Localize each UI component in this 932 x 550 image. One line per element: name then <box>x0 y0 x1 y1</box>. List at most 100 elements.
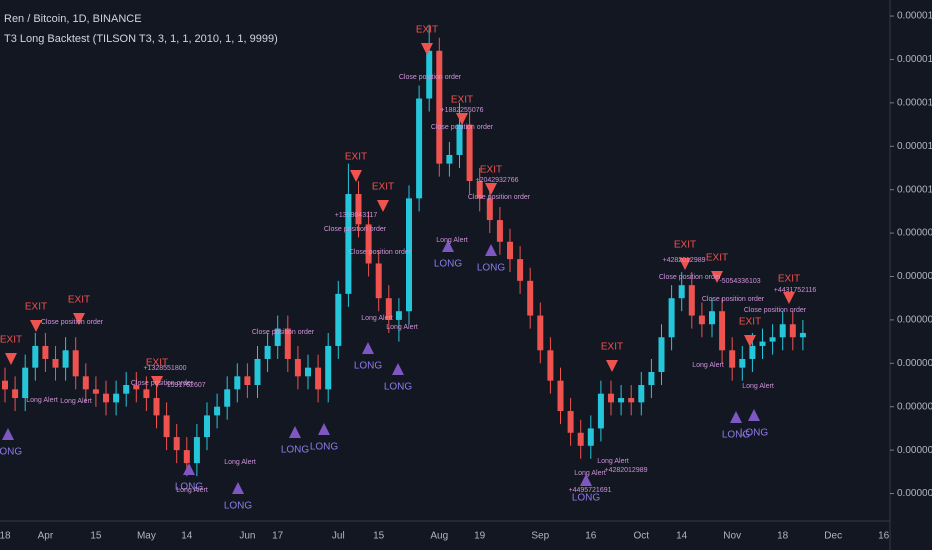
order-label: Close position order <box>41 319 104 326</box>
order-label: +1358043117 <box>335 212 378 219</box>
candle-body <box>688 285 695 316</box>
indicator-title: T3 Long Backtest (TILSON T3, 3, 1, 1, 20… <box>4 33 278 45</box>
x-tick-label: 18 <box>777 531 789 542</box>
candle-body <box>638 385 645 403</box>
order-label: +1882255076 <box>440 107 483 114</box>
x-tick-label: 17 <box>272 531 284 542</box>
long-label: LONG <box>224 501 253 512</box>
long-marker <box>318 423 330 435</box>
long-marker <box>730 411 742 423</box>
order-label: Close position order <box>431 124 494 131</box>
order-label: Long Alert <box>224 459 256 466</box>
x-tick-label: 16 <box>585 531 597 542</box>
y-tick-label: 0.00000300 <box>897 488 932 499</box>
order-label: Long Alert <box>26 397 58 404</box>
x-tick-label: 18 <box>0 531 11 542</box>
candle-body <box>577 432 584 446</box>
candle-body <box>32 345 39 368</box>
order-label: Long Alert <box>742 383 774 390</box>
candle-body <box>224 389 231 407</box>
candle-body <box>22 367 29 399</box>
x-tick-label: 19 <box>474 531 486 542</box>
candle-body <box>476 181 483 199</box>
long-marker <box>485 244 497 256</box>
order-label: Close position order <box>468 194 531 201</box>
candle-body <box>294 358 301 377</box>
candle-body <box>355 194 362 225</box>
y-tick-label: 0.00001200 <box>897 98 932 109</box>
candle-body <box>557 380 564 412</box>
x-tick-label: Aug <box>430 531 448 542</box>
candle-body <box>517 259 524 281</box>
x-tick-label: Oct <box>634 531 650 542</box>
candle-body <box>597 393 604 429</box>
exit-label: EXIT <box>674 240 696 251</box>
candle-body <box>72 350 79 377</box>
candle-body <box>254 358 261 386</box>
order-label: -5054336103 <box>719 278 760 285</box>
candle-body <box>507 241 513 260</box>
candle-body <box>153 398 160 416</box>
x-tick-label: Jul <box>332 531 345 542</box>
long-label: LONG <box>384 382 413 393</box>
exit-marker <box>679 258 691 270</box>
order-label: -1591762607 <box>164 382 205 389</box>
candle-body <box>305 367 311 377</box>
exit-label: EXIT <box>451 95 473 106</box>
chart-title: Ren / Bitcoin, 1D, BINANCE <box>4 13 142 25</box>
candle-body <box>345 194 352 294</box>
candle-body <box>567 411 574 433</box>
y-tick-label: 0.00000900 <box>897 228 932 239</box>
candle-body <box>12 389 19 399</box>
order-label: +4282012989 <box>662 257 705 264</box>
candle-body <box>658 337 665 372</box>
order-label: Long Alert <box>361 315 393 322</box>
exit-marker <box>485 183 497 195</box>
candle-body <box>204 415 210 438</box>
exit-label: EXIT <box>706 253 728 264</box>
exit-marker <box>421 43 433 55</box>
exit-label: EXIT <box>416 25 438 36</box>
long-label: LONG <box>740 428 769 439</box>
long-marker <box>748 409 760 421</box>
candle-body <box>183 450 190 464</box>
x-tick-label: Jun <box>239 531 255 542</box>
long-marker <box>362 342 374 354</box>
exit-marker <box>744 335 756 347</box>
candle-body <box>193 437 200 464</box>
candle-body <box>608 393 614 403</box>
candle-body <box>133 385 140 390</box>
long-label: LONG <box>281 445 310 456</box>
candle-body <box>264 345 271 359</box>
x-tick-label: 15 <box>90 531 102 542</box>
long-label: LONG <box>572 493 601 504</box>
candle-body <box>537 315 544 351</box>
long-marker <box>442 240 454 252</box>
y-tick-label: 0.00000400 <box>897 445 932 456</box>
candle-body <box>375 263 382 299</box>
candle-body <box>547 350 554 381</box>
order-label: Close position order <box>399 74 462 81</box>
exit-marker <box>606 360 618 372</box>
exit-marker <box>151 376 163 388</box>
candle-body <box>2 380 8 390</box>
exit-marker <box>73 313 85 325</box>
candle-body <box>729 350 736 368</box>
exit-marker <box>350 170 362 182</box>
candle-body <box>123 385 130 394</box>
x-tick-label: 14 <box>676 531 688 542</box>
candle-body <box>789 324 796 338</box>
exit-marker <box>711 271 723 283</box>
candle-body <box>527 280 534 316</box>
x-tick-label: 14 <box>181 531 193 542</box>
exit-marker <box>30 320 42 332</box>
order-label: Close position order <box>324 226 387 233</box>
candle-body <box>739 358 746 368</box>
long-marker <box>289 426 301 438</box>
order-label: Close position order <box>252 329 315 336</box>
y-tick-label: 0.00000500 <box>897 401 932 412</box>
candle-body <box>365 224 372 264</box>
order-label: Long Alert <box>436 237 468 244</box>
